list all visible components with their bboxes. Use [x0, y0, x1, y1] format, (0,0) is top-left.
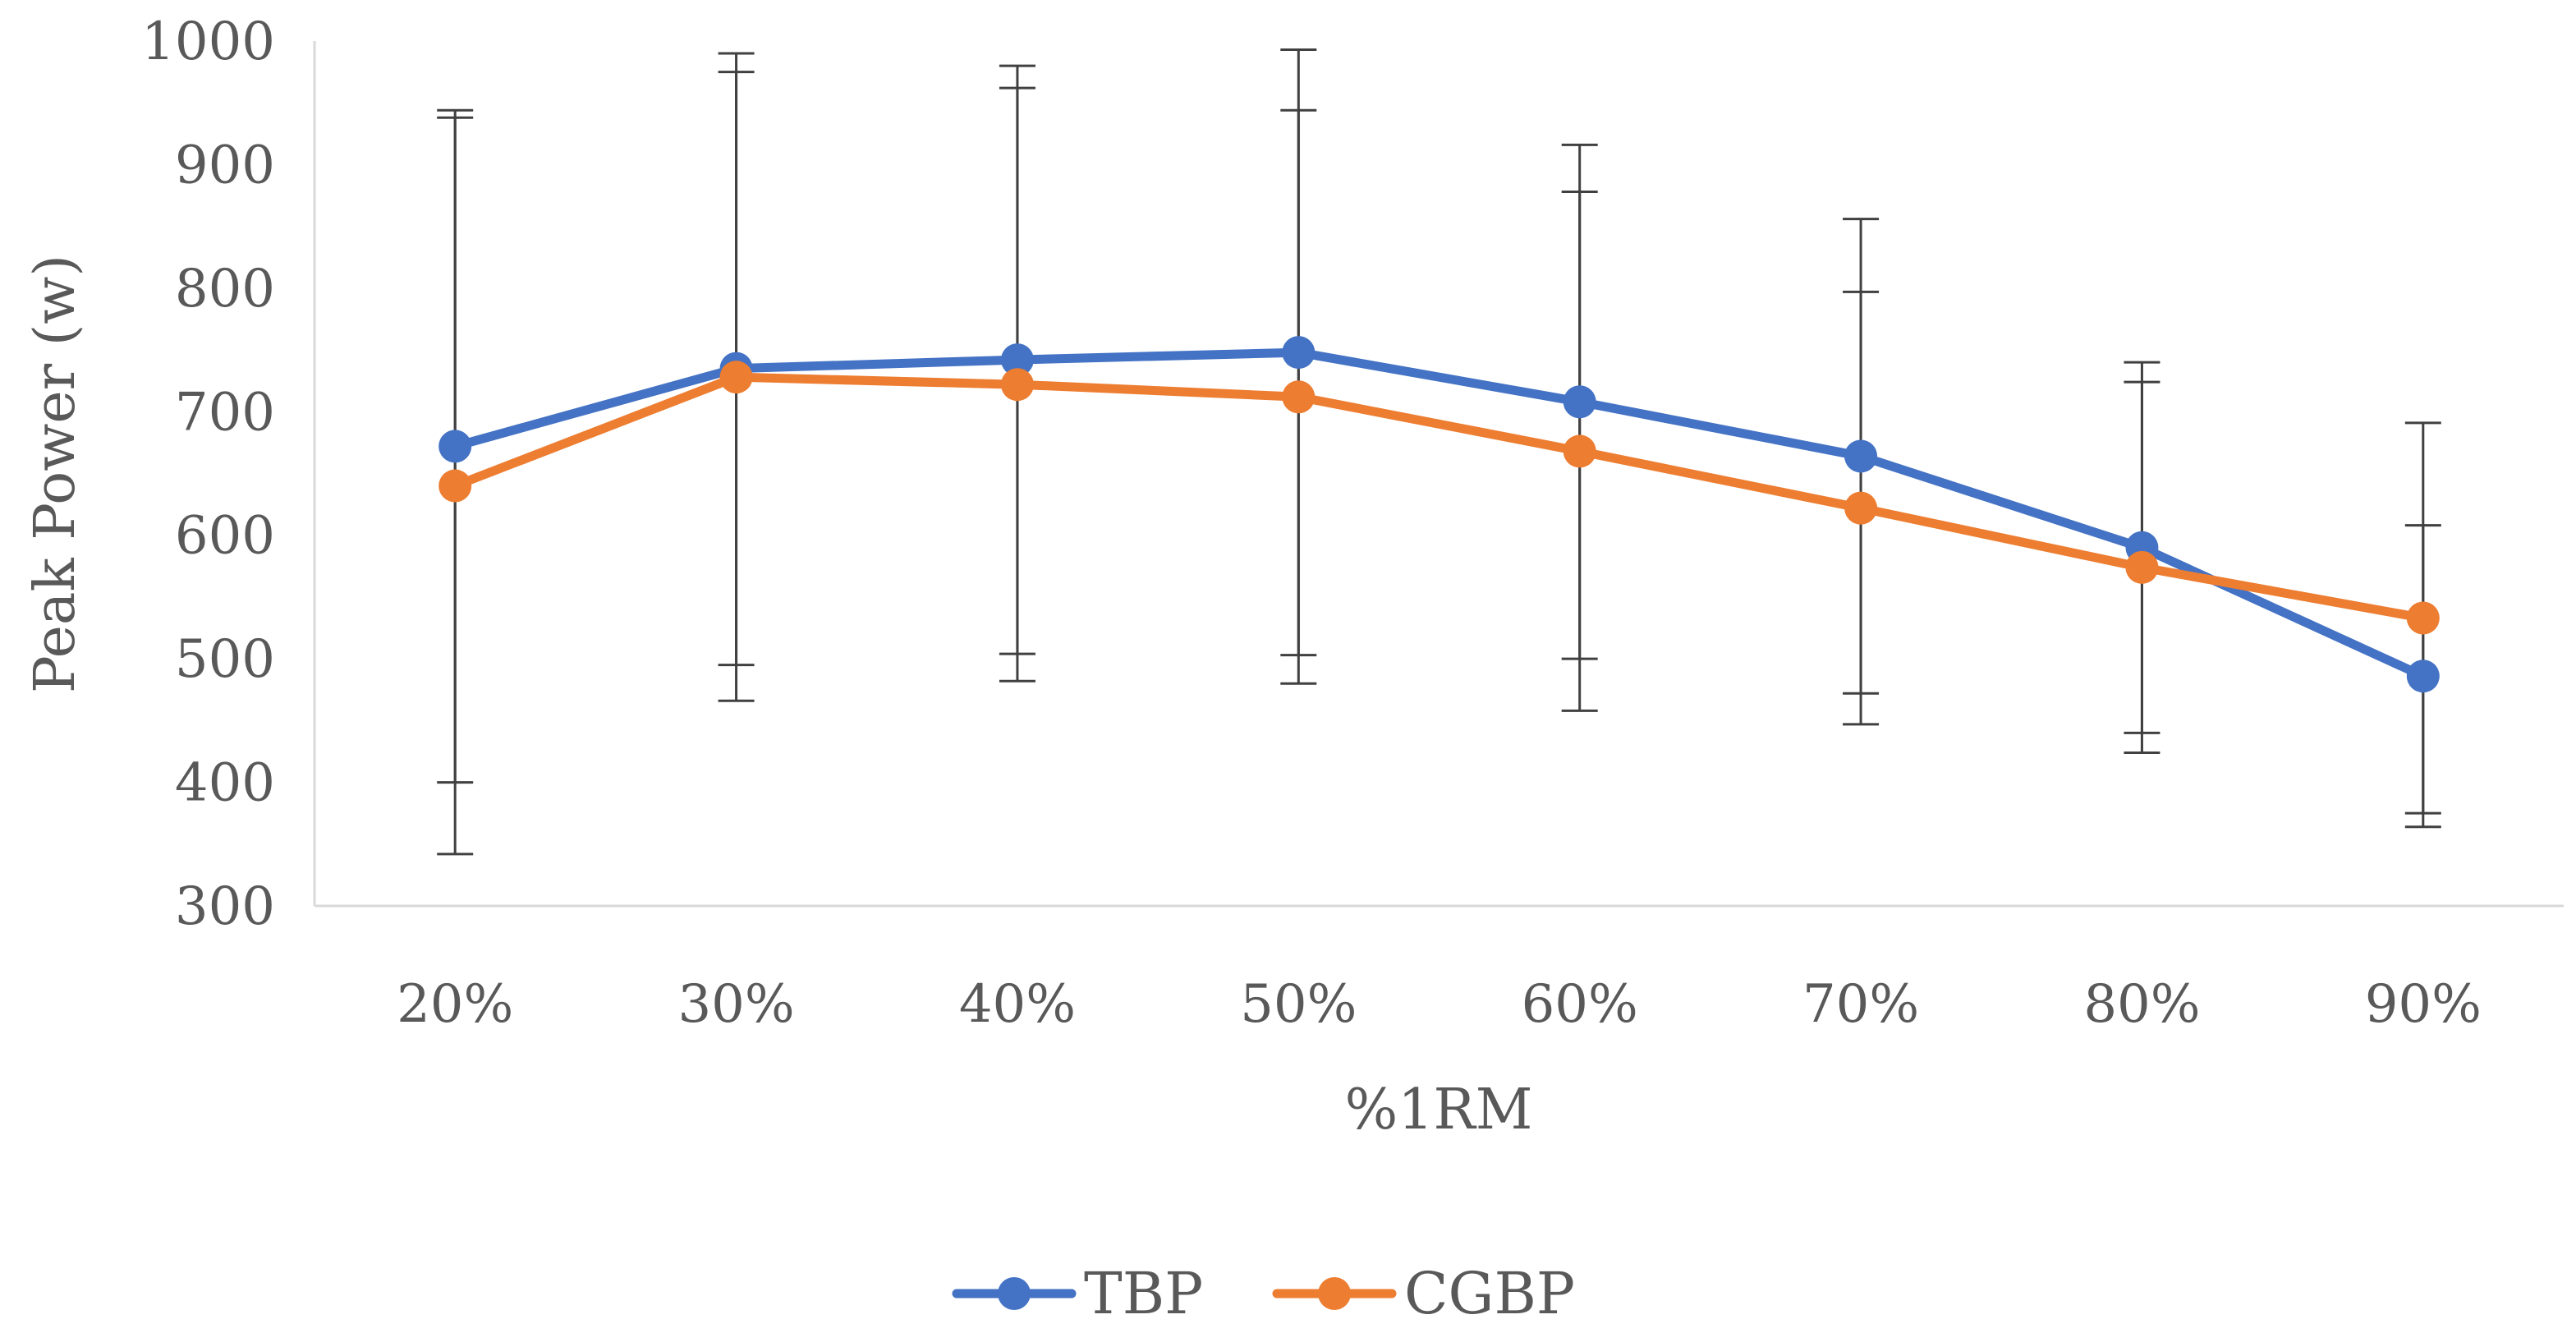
y-tick-label: 500	[175, 629, 275, 690]
data-point-tbp	[1844, 439, 1878, 473]
y-tick-label: 1000	[141, 11, 275, 72]
series-line-cgbp	[450, 372, 2428, 623]
series-points	[439, 336, 2440, 693]
data-point-tbp	[439, 430, 472, 463]
error-bars	[437, 48, 2441, 856]
y-tick-label: 600	[175, 506, 275, 567]
legend-marker-tbp	[998, 1277, 1031, 1310]
y-tick-label: 300	[175, 876, 275, 937]
data-point-tbp	[1563, 385, 1596, 419]
legend-label-tbp: TBP	[1084, 1260, 1203, 1327]
data-point-cgbp	[1563, 434, 1596, 468]
y-axis-title: Peak Power (w)	[23, 255, 88, 693]
data-point-cgbp	[1000, 368, 1034, 402]
x-tick-label: 50%	[1240, 974, 1357, 1035]
data-point-cgbp	[2406, 601, 2440, 635]
data-point-cgbp	[1282, 380, 1316, 414]
x-tick-label: 30%	[677, 974, 794, 1035]
y-tick-label: 700	[175, 382, 275, 443]
data-point-tbp	[1282, 336, 1316, 370]
x-axis-title: %1RM	[1345, 1078, 1533, 1142]
x-tick-label: 20%	[397, 974, 513, 1035]
legend-label-cgbp: CGBP	[1404, 1260, 1575, 1327]
data-point-cgbp	[2125, 550, 2159, 584]
x-tick-label: 40%	[959, 974, 1076, 1035]
x-tick-label: 80%	[2083, 974, 2200, 1035]
data-point-cgbp	[719, 361, 753, 394]
data-point-cgbp	[439, 469, 472, 503]
y-tick-label: 400	[175, 753, 275, 814]
x-tick-label: 90%	[2365, 974, 2482, 1035]
data-point-cgbp	[1844, 491, 1878, 525]
series-lines	[450, 347, 2428, 681]
series-line-tbp	[450, 347, 2428, 681]
data-point-tbp	[1000, 343, 1034, 377]
y-tick-label: 900	[175, 135, 275, 195]
legend: TBP CGBP	[952, 1260, 1575, 1327]
legend-marker-cgbp	[1318, 1277, 1351, 1310]
x-tick-label: 70%	[1802, 974, 1919, 1035]
x-tick-labels: 20% 30% 40% 50% 60% 70% 80% 90%	[397, 974, 2482, 1035]
y-tick-labels: 300 400 500 600 700 800 900 1000	[141, 11, 275, 937]
x-tick-label: 60%	[1522, 974, 1638, 1035]
data-point-tbp	[2406, 660, 2440, 693]
axes	[313, 41, 2564, 908]
y-tick-label: 800	[175, 259, 275, 319]
